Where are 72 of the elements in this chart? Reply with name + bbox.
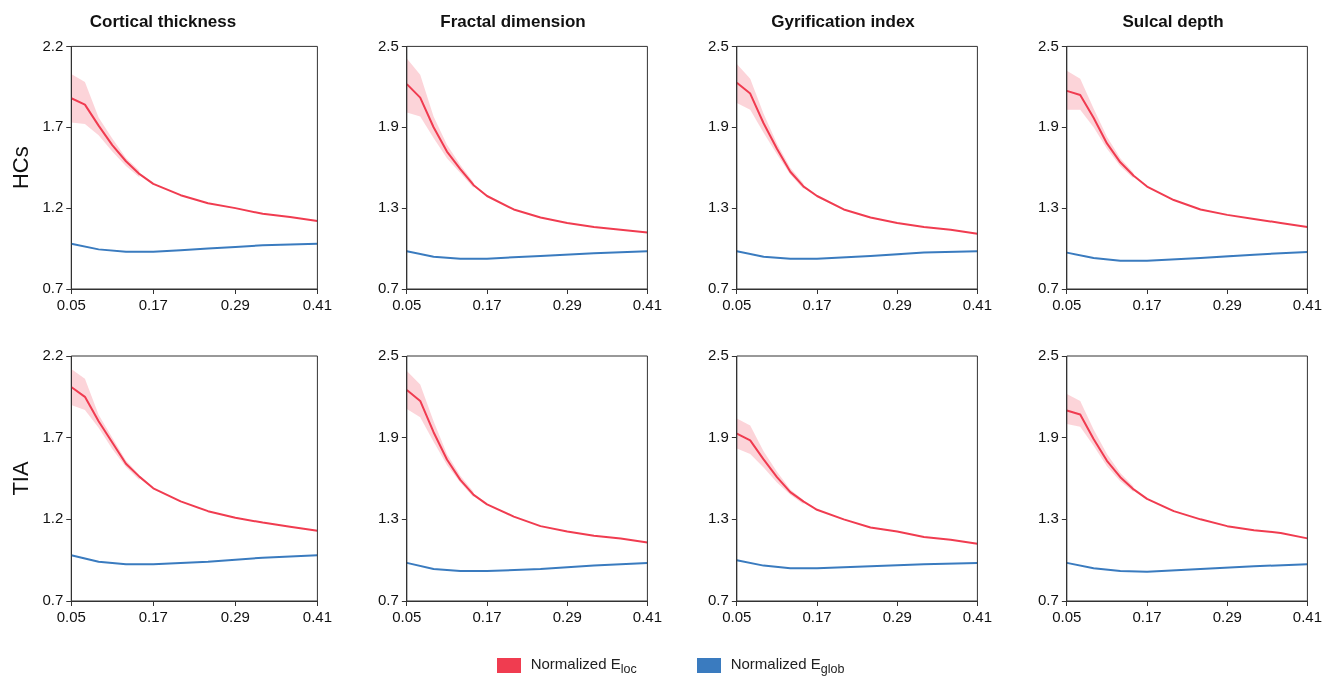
- x-tick-label: 0.41: [632, 608, 662, 626]
- y-tick-label: 2.2: [42, 346, 64, 364]
- x-tick-label: 0.05: [56, 296, 86, 314]
- y-tick-label: 1.7: [42, 427, 64, 445]
- y-tick-label: 1.9: [1037, 117, 1059, 135]
- x-tick-label: 0.05: [392, 296, 422, 314]
- x-tick-label: 0.29: [882, 608, 912, 626]
- y-tick-label: 2.5: [377, 36, 399, 54]
- x-tick-label: 0.41: [302, 296, 332, 314]
- y-tick-label: 0.7: [707, 591, 729, 609]
- y-tick-label: 1.7: [42, 117, 64, 135]
- y-tick-label: 0.7: [1037, 279, 1059, 297]
- x-tick-label: 0.17: [802, 608, 832, 626]
- chart-title: Fractal dimension: [440, 11, 586, 31]
- chart-title: Gyrification index: [771, 11, 916, 31]
- y-tick-label: 1.3: [377, 198, 399, 216]
- y-tick-label: 1.9: [377, 117, 399, 135]
- y-tick-label: 1.3: [1037, 509, 1059, 527]
- y-tick-label: 2.2: [42, 36, 64, 54]
- y-axis-title: TIA: [8, 461, 34, 496]
- y-tick-label: 2.5: [1037, 36, 1059, 54]
- x-tick-label: 0.29: [220, 296, 250, 314]
- x-tick-label: 0.05: [1052, 608, 1082, 626]
- y-axis-title: HCs: [8, 146, 34, 190]
- y-tick-label: 1.9: [707, 427, 729, 445]
- x-tick-label: 0.41: [632, 296, 662, 314]
- y-tick-label: 2.5: [707, 36, 729, 54]
- y-tick-label: 2.5: [377, 346, 399, 364]
- x-tick-label: 0.41: [1292, 296, 1322, 314]
- x-tick-label: 0.05: [392, 608, 422, 626]
- x-tick-label: 0.29: [220, 608, 250, 626]
- x-tick-label: 0.41: [962, 608, 992, 626]
- x-tick-label: 0.17: [138, 296, 168, 314]
- y-tick-label: 1.3: [707, 198, 729, 216]
- x-tick-label: 0.05: [722, 608, 752, 626]
- y-tick-label: 2.5: [707, 346, 729, 364]
- y-tick-label: 0.7: [1037, 591, 1059, 609]
- x-tick-label: 0.29: [1212, 296, 1242, 314]
- x-tick-label: 0.05: [1052, 296, 1082, 314]
- y-tick-label: 1.9: [1037, 427, 1059, 445]
- y-tick-label: 0.7: [42, 279, 64, 297]
- x-tick-label: 0.29: [1212, 608, 1242, 626]
- y-tick-label: 0.7: [377, 279, 399, 297]
- y-tick-label: 0.7: [707, 279, 729, 297]
- x-tick-label: 0.29: [882, 296, 912, 314]
- y-tick-label: 1.3: [1037, 198, 1059, 216]
- chart-title: Sulcal depth: [1122, 11, 1224, 31]
- y-tick-label: 2.5: [1037, 346, 1059, 364]
- x-tick-label: 0.41: [962, 296, 992, 314]
- legend-label: Normalized E$_{loc}$: [530, 655, 637, 676]
- x-tick-label: 0.41: [1292, 608, 1322, 626]
- y-tick-label: 0.7: [42, 591, 64, 609]
- x-tick-label: 0.29: [552, 296, 582, 314]
- x-tick-label: 0.17: [138, 608, 168, 626]
- y-tick-label: 1.9: [707, 117, 729, 135]
- x-tick-label: 0.17: [472, 608, 502, 626]
- chart-title: Cortical thickness: [89, 11, 237, 31]
- x-tick-label: 0.17: [802, 296, 832, 314]
- legend-label: Normalized E$_{glob}$: [730, 655, 845, 676]
- x-tick-label: 0.17: [1132, 296, 1162, 314]
- y-tick-label: 0.7: [377, 591, 399, 609]
- y-tick-label: 1.3: [377, 509, 399, 527]
- x-tick-label: 0.41: [302, 608, 332, 626]
- y-tick-label: 1.9: [377, 427, 399, 445]
- x-tick-label: 0.05: [722, 296, 752, 314]
- y-tick-label: 1.2: [42, 198, 64, 216]
- x-tick-label: 0.29: [552, 608, 582, 626]
- x-tick-label: 0.17: [472, 296, 502, 314]
- y-tick-label: 1.2: [42, 509, 64, 527]
- x-tick-label: 0.05: [56, 608, 86, 626]
- x-tick-label: 0.17: [1132, 608, 1162, 626]
- y-tick-label: 1.3: [707, 509, 729, 527]
